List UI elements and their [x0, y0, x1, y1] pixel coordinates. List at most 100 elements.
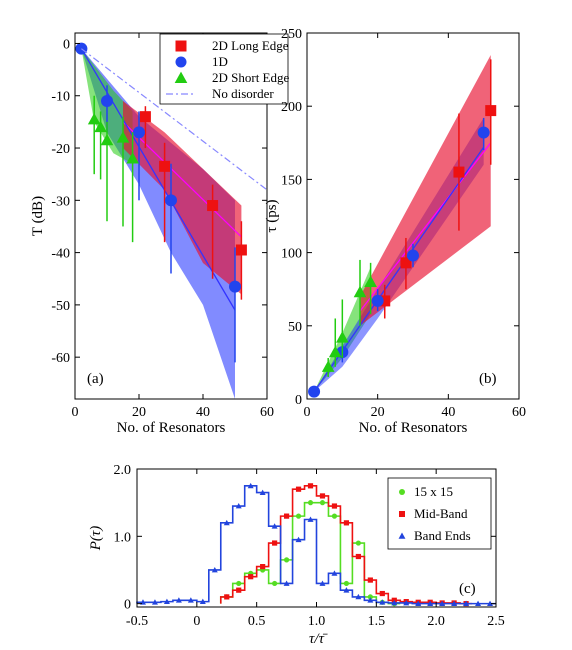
band-ends-point: [295, 536, 302, 543]
y-tick-label: -50: [51, 299, 70, 314]
2d-short-edge-point: [364, 275, 377, 287]
15-x-15-point: [343, 580, 350, 587]
fit-line: [122, 121, 242, 238]
15-x-15-point: [355, 540, 361, 546]
band-ends-point: [283, 580, 290, 586]
legend-swatch: [399, 489, 405, 495]
x-tick-label: 60: [260, 405, 274, 420]
band-ends-point: [391, 599, 398, 606]
band-ends-point: [307, 516, 314, 522]
mid-band-point: [295, 486, 302, 492]
legend-box: [387, 477, 492, 550]
2d-long-edge-point: [453, 166, 465, 178]
x-tick-label: 0: [72, 405, 79, 420]
legend-swatch: [399, 511, 405, 517]
band-ends-point: [199, 598, 206, 605]
band-ends-point: [247, 482, 254, 489]
mid-band-point: [236, 587, 242, 593]
y-tick-label: 1.0: [114, 530, 132, 545]
mid-band-point: [272, 540, 278, 546]
mid-band-point: [260, 564, 266, 570]
legend-label: Band Ends: [414, 528, 471, 543]
mid-band-point: [319, 493, 326, 499]
band-ends-point: [463, 600, 470, 607]
band-ends-point: [151, 599, 158, 605]
legend-label: 2D Short Edge: [212, 70, 290, 85]
15-x-15-point: [272, 580, 278, 587]
2d-short-edge-point: [353, 285, 367, 298]
2d-short-edge-point: [328, 345, 342, 358]
2d-short-edge-point: [321, 360, 335, 372]
1d-point: [308, 385, 321, 398]
panel-a: 0 20 40 60 0 -10 -20 -30 -40 -50 -60 No. of Resonat…: [30, 32, 290, 436]
legend-swatch: [174, 71, 188, 84]
y-tick-label: 50: [288, 320, 302, 335]
2d-short-edge-point: [116, 131, 130, 143]
x-tick-label: 2.5: [487, 614, 505, 629]
legend: 15 x 15 Mid-Band Band Ends: [387, 477, 492, 550]
mid-band-point: [343, 520, 350, 526]
x-tick-label: 1.0: [308, 614, 326, 629]
panel-c: -0.5 0 0.5 1.0 1.5 2.0 2.501.02.0τ/τ̄P(τ)(c)15…: [88, 463, 505, 647]
x-tick-label: 40: [441, 405, 455, 420]
15-x-15-point: [367, 594, 373, 600]
band-ends-point: [487, 600, 494, 607]
confidence-band: [123, 100, 242, 295]
y-tick-label: 0: [124, 598, 131, 613]
y-tick-label: 100: [281, 247, 302, 262]
2d-short-edge-point: [87, 112, 101, 125]
band-ends-point: [355, 593, 362, 600]
plot-area: [75, 42, 267, 399]
x-axis-label: τ/τ̄: [309, 631, 328, 647]
mid-band-point: [331, 503, 338, 509]
fit-line: [359, 142, 492, 312]
band-ends-point: [211, 566, 218, 573]
1d-point: [407, 249, 419, 262]
legend-swatch: [175, 56, 187, 68]
y-axis-label: T (dB): [30, 196, 46, 236]
mid-band-point: [248, 574, 254, 580]
x-tick-label: 1.5: [368, 614, 386, 629]
legend-label: Mid-Band: [414, 506, 468, 521]
band-ends-point: [175, 597, 182, 603]
band-ends-point: [271, 523, 278, 529]
x-tick-label: 60: [512, 405, 526, 420]
mid-band-point: [307, 483, 314, 489]
15-x-15-histogram: [219, 501, 401, 605]
legend-swatch: [175, 40, 187, 52]
x-tick-label: 0: [193, 614, 200, 629]
y-tick-label: -30: [51, 194, 70, 209]
2d-short-edge-point: [94, 120, 107, 133]
y-tick-label: 250: [281, 27, 302, 42]
y-axis-label: τ (ps): [264, 199, 280, 232]
mid-band-point: [283, 513, 290, 519]
y-tick-label: -20: [51, 142, 70, 157]
band-ends-point: [343, 587, 350, 593]
band-ends-point: [451, 600, 458, 607]
band-ends-point: [235, 503, 242, 509]
legend-label: 1D: [212, 54, 228, 69]
mid-band-point: [355, 553, 361, 560]
band-ends-point: [475, 600, 482, 607]
2d-short-edge-point: [126, 152, 139, 164]
1d-point: [371, 294, 384, 307]
y-tick-label: 0: [295, 393, 302, 408]
2d-long-edge-point: [139, 111, 151, 123]
band-ends-point: [427, 600, 434, 607]
mid-band-point: [379, 590, 385, 597]
axes-frame: [74, 32, 268, 400]
band-ends-point: [415, 600, 422, 607]
mid-band-point: [224, 594, 230, 600]
y-tick-label: -60: [51, 351, 70, 366]
legend-label: 15 x 15: [414, 484, 453, 499]
2d-short-edge-point: [100, 133, 114, 146]
x-tick-label: -0.5: [126, 614, 148, 629]
2d-long-edge-point: [379, 295, 391, 307]
1d-point: [133, 126, 145, 139]
1d-point: [165, 194, 177, 207]
y-tick-label: -10: [51, 90, 70, 105]
x-axis-label: No. of Resonators: [117, 420, 226, 436]
2d-long-edge-point: [159, 160, 171, 172]
2d-long-edge-point: [235, 244, 247, 256]
